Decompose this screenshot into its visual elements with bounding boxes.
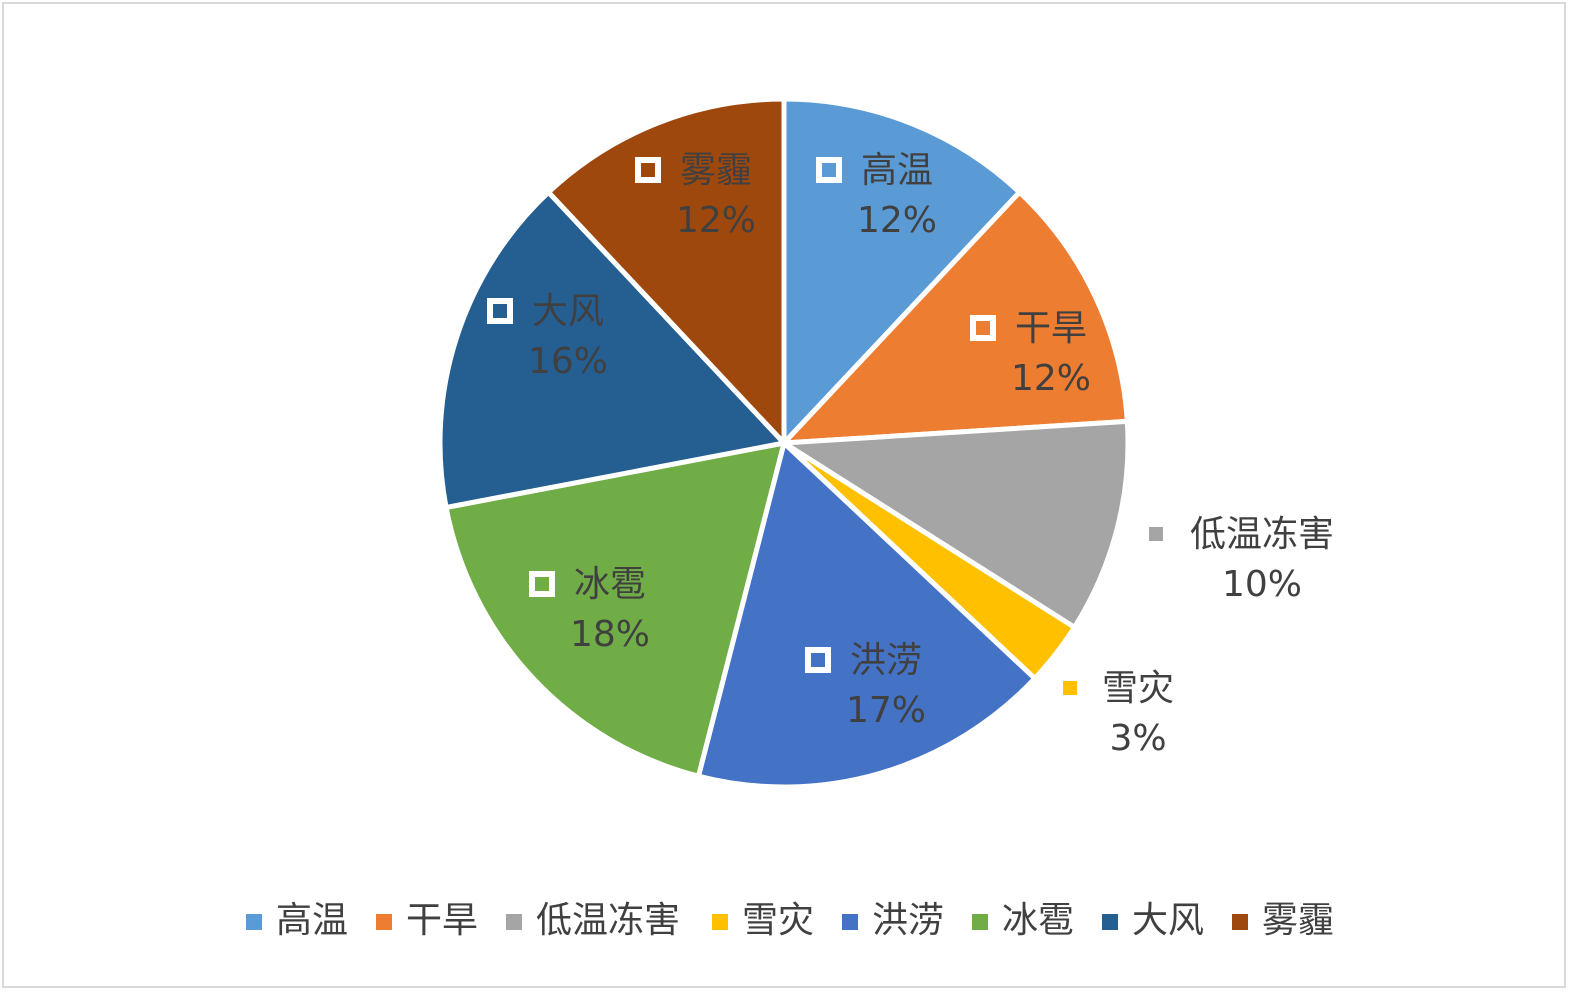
slice-label-marker bbox=[805, 647, 831, 673]
legend-item-1: 高温 bbox=[246, 900, 348, 941]
slice-label-marker bbox=[1063, 681, 1077, 695]
slice-label-name: 干旱 bbox=[1015, 308, 1087, 349]
slice-label-percent: 12% bbox=[857, 200, 937, 241]
slice-label-name: 大风 bbox=[532, 291, 604, 332]
legend-swatch bbox=[712, 914, 728, 930]
slice-label-marker bbox=[635, 157, 661, 183]
legend-swatch bbox=[376, 914, 392, 930]
legend-swatch bbox=[246, 914, 262, 930]
slice-label-2: 干旱 12% bbox=[970, 308, 1091, 399]
slice-label-name: 雪灾 bbox=[1102, 668, 1174, 709]
slice-label-marker bbox=[816, 157, 842, 183]
legend-label: 洪涝 bbox=[872, 900, 944, 941]
slice-label-percent: 3% bbox=[1109, 718, 1166, 759]
slice-label-percent: 12% bbox=[676, 200, 756, 241]
slice-label-percent: 10% bbox=[1222, 564, 1302, 605]
slice-label-percent: 12% bbox=[1011, 358, 1091, 399]
pie-slice-5 bbox=[695, 440, 1038, 790]
pie-labels: 高温 12% 干旱 12% 低温冻害 10% 雪灾 3% 洪涝 17% 冰雹 18% 大风 16% 雾霾 12… bbox=[487, 150, 1334, 759]
slice-label-1: 高温 12% bbox=[816, 150, 937, 241]
legend-item-7: 大风 bbox=[1102, 900, 1204, 941]
legend-swatch bbox=[1232, 914, 1248, 930]
legend-label: 干旱 bbox=[406, 900, 478, 941]
legend-label: 高温 bbox=[276, 900, 348, 941]
slice-label-marker bbox=[487, 298, 513, 324]
legend-item-8: 雾霾 bbox=[1232, 900, 1334, 941]
pie-slice-7 bbox=[437, 189, 787, 510]
legend-item-3: 低温冻害 bbox=[506, 900, 680, 941]
legend-label: 雾霾 bbox=[1262, 900, 1334, 941]
slice-label-name: 高温 bbox=[861, 150, 933, 191]
pie-slice-8 bbox=[546, 96, 787, 446]
slice-label-8: 雾霾 12% bbox=[635, 150, 756, 241]
legend-label: 冰雹 bbox=[1002, 900, 1074, 941]
slice-label-marker bbox=[970, 315, 996, 341]
legend-swatch bbox=[506, 914, 522, 930]
slice-label-marker bbox=[1149, 527, 1163, 541]
pie-slice-3 bbox=[781, 418, 1131, 630]
legend-item-2: 干旱 bbox=[376, 900, 478, 941]
legend: 高温 干旱 低温冻害 雪灾 洪涝 冰雹 大风 雾霾 bbox=[246, 900, 1334, 941]
slice-label-5: 洪涝 17% bbox=[805, 640, 926, 731]
slice-label-name: 冰雹 bbox=[574, 564, 646, 605]
pie-slice-1 bbox=[781, 96, 1022, 446]
slice-label-name: 雾霾 bbox=[680, 150, 752, 191]
slice-label-percent: 17% bbox=[846, 690, 926, 731]
pie-slice-2 bbox=[781, 189, 1130, 446]
slice-label-name: 洪涝 bbox=[850, 640, 922, 681]
slice-label-3: 低温冻害 10% bbox=[1149, 514, 1334, 605]
legend-label: 低温冻害 bbox=[536, 900, 680, 941]
slice-label-marker bbox=[529, 571, 555, 597]
legend-item-5: 洪涝 bbox=[842, 900, 944, 941]
slice-label-6: 冰雹 18% bbox=[529, 564, 650, 655]
legend-swatch bbox=[972, 914, 988, 930]
legend-item-4: 雪灾 bbox=[712, 900, 814, 941]
legend-swatch bbox=[842, 914, 858, 930]
slice-label-name: 低温冻害 bbox=[1190, 514, 1334, 555]
slice-label-percent: 16% bbox=[528, 341, 608, 382]
slice-label-4: 雪灾 3% bbox=[1063, 668, 1174, 759]
slice-label-7: 大风 16% bbox=[487, 291, 608, 382]
legend-label: 雪灾 bbox=[742, 900, 814, 941]
legend-label: 大风 bbox=[1132, 900, 1204, 941]
pie-slice-6 bbox=[443, 440, 787, 779]
legend-swatch bbox=[1102, 914, 1118, 930]
slice-label-percent: 18% bbox=[570, 614, 650, 655]
pie-slices bbox=[437, 96, 1131, 790]
legend-item-6: 冰雹 bbox=[972, 900, 1074, 941]
